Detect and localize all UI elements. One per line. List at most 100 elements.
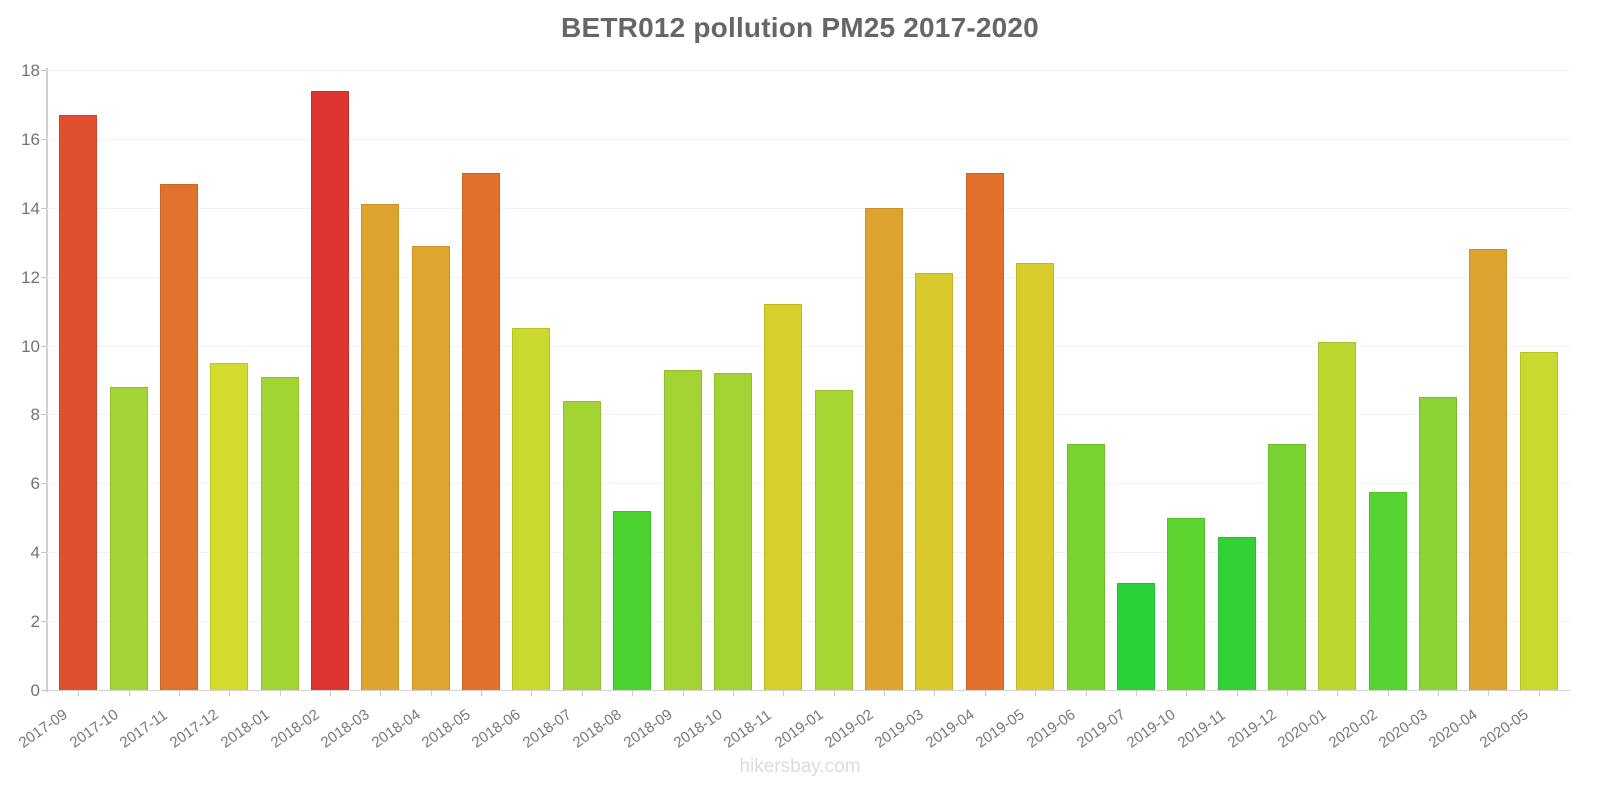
y-axis-tick-label: 18	[21, 61, 40, 80]
x-axis-tick-label: 2020-03	[1375, 706, 1431, 752]
x-axis-tick-mark	[1186, 690, 1188, 696]
x-axis-tick-label: 2018-07	[519, 706, 575, 752]
x-axis-tick-mark	[1286, 690, 1288, 696]
y-axis-tick-label: 16	[21, 129, 40, 149]
bar[interactable]	[1318, 342, 1357, 690]
y-axis-tick-mark	[41, 690, 48, 691]
x-axis-tick-label: 2019-05	[972, 706, 1028, 752]
y-axis-tick-mark	[41, 483, 48, 485]
bar[interactable]	[814, 390, 853, 690]
x-axis-tick-mark	[1387, 690, 1389, 696]
gridline	[47, 690, 1570, 691]
y-axis-tick-mark	[41, 552, 48, 554]
bar[interactable]	[1267, 443, 1306, 690]
x-axis-tick-mark	[1538, 690, 1540, 696]
x-axis-tick-mark	[128, 690, 130, 696]
y-axis-tick-marks	[0, 70, 50, 691]
bar[interactable]	[1016, 262, 1055, 690]
bar[interactable]	[411, 245, 450, 690]
x-axis-tick-label: 2018-03	[318, 706, 373, 752]
gridline	[47, 621, 1570, 623]
x-axis-tick-mark	[984, 690, 986, 696]
x-axis-tick-mark	[1488, 690, 1490, 696]
y-axis-tick-mark	[41, 138, 48, 140]
x-axis-tick-mark	[1236, 690, 1238, 696]
bar[interactable]	[1419, 397, 1458, 690]
bar[interactable]	[865, 207, 904, 690]
x-axis-tick-label: 2017-11	[116, 706, 171, 752]
bar[interactable]	[613, 510, 652, 690]
plot-area	[47, 70, 1570, 691]
bar[interactable]	[1368, 491, 1407, 690]
x-axis-tick-label: 2019-02	[821, 706, 877, 752]
x-axis-tick-label: 2018-08	[569, 706, 625, 752]
gridline	[47, 552, 1570, 554]
gridline	[47, 138, 1570, 140]
x-axis-tick-mark	[833, 690, 835, 696]
bar[interactable]	[965, 173, 1004, 690]
bar[interactable]	[361, 204, 400, 690]
x-axis-tick-mark	[78, 690, 80, 696]
gridline	[47, 345, 1570, 347]
x-axis-tick-label: 2018-06	[469, 706, 525, 752]
x-axis-tick-mark	[1337, 690, 1339, 696]
bar[interactable]	[915, 273, 954, 690]
x-axis-tick-mark	[279, 690, 281, 696]
bar[interactable]	[1167, 517, 1206, 690]
x-axis-tick-mark	[732, 690, 734, 696]
y-axis-tick-label: 8	[30, 405, 40, 425]
bar[interactable]	[1519, 352, 1558, 690]
x-axis-tick-label: 2019-06	[1023, 706, 1079, 752]
x-axis-tick-label: 2019-11	[1174, 706, 1229, 752]
bar[interactable]	[663, 369, 702, 690]
x-axis-tick-mark	[430, 690, 432, 696]
y-axis-tick-labels: 0 2 4 6 8 10 12 14 16 18	[0, 61, 40, 700]
x-axis-tick-mark	[481, 690, 483, 696]
y-axis-tick-mark	[41, 345, 48, 347]
x-axis-tick-label: 2018-02	[267, 706, 323, 752]
x-axis-tick-label: 2019-03	[872, 706, 928, 752]
bar[interactable]	[512, 328, 551, 690]
bar[interactable]	[260, 376, 299, 690]
bar[interactable]	[562, 400, 601, 690]
x-axis-tick-mark	[178, 690, 180, 696]
bar[interactable]	[1066, 443, 1105, 690]
bar[interactable]	[109, 386, 148, 690]
gridline	[47, 70, 1570, 71]
x-axis-tick-label: 2019-07	[1073, 706, 1129, 752]
bar[interactable]	[1116, 583, 1155, 690]
x-axis-tick-mark	[229, 690, 231, 696]
chart-title: BETR012 pollution PM25 2017-2020	[561, 12, 1039, 43]
x-axis-tick-label: 2020-04	[1426, 706, 1482, 752]
bar[interactable]	[1469, 249, 1508, 690]
y-axis-tick-label: 10	[21, 336, 40, 356]
bar[interactable]	[311, 90, 350, 690]
bar[interactable]	[764, 304, 803, 690]
y-axis-line	[46, 68, 48, 692]
x-axis-tick-label: 2017-09	[15, 706, 71, 752]
gridline	[47, 483, 1570, 485]
x-axis-tick-mark	[682, 690, 684, 696]
bar[interactable]	[210, 362, 249, 690]
x-axis-tick-mark	[1438, 690, 1440, 696]
x-axis-tick-mark	[934, 690, 936, 696]
y-axis-tick-mark	[41, 207, 48, 209]
bar[interactable]	[159, 183, 198, 690]
x-axis-tick-label: 2018-09	[620, 706, 676, 752]
watermark: hikersbay.com	[739, 756, 861, 777]
x-axis-tick-label: 2019-01	[771, 706, 827, 752]
y-axis-tick-label: 0	[30, 681, 40, 700]
gridline	[47, 414, 1570, 416]
bar[interactable]	[713, 373, 752, 690]
y-axis-tick-label: 4	[30, 543, 40, 563]
y-axis-tick-label: 2	[30, 612, 40, 632]
y-axis-tick-mark	[41, 414, 48, 416]
x-axis-tick-label: 2020-01	[1275, 706, 1330, 752]
bar[interactable]	[1217, 536, 1256, 690]
x-axis-tick-mark	[581, 690, 583, 696]
bar[interactable]	[59, 114, 98, 690]
bar[interactable]	[462, 173, 501, 690]
x-axis-tick-label: 2018-05	[418, 706, 474, 752]
x-axis-tick-label: 2018-04	[368, 706, 424, 752]
x-axis-tick-label: 2018-11	[721, 706, 775, 752]
